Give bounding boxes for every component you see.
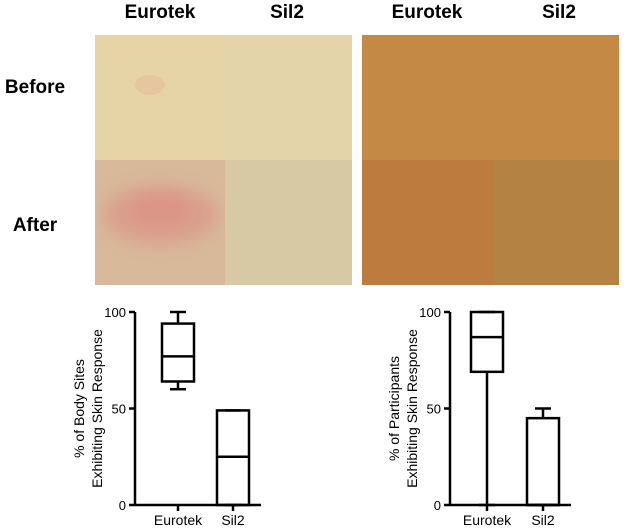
y-axis-title-line: Exhibiting Skin Response [89, 329, 105, 488]
column-header-eurotek-light: Eurotek [124, 2, 196, 23]
photo-light-after-sil2 [225, 160, 352, 285]
photo-dark-before-eurotek [362, 35, 494, 160]
photo-dark-after-eurotek [362, 160, 494, 285]
column-header-sil2-dark: Sil2 [542, 2, 576, 23]
photo-light-before-sil2 [225, 35, 352, 160]
y-tick-label: 100 [104, 305, 126, 320]
photo-dark-after-sil2 [494, 160, 619, 285]
box-iqr [160, 322, 196, 383]
faint-redness-spot [135, 75, 165, 95]
y-tick-label: 50 [427, 402, 441, 417]
photo-light-before-eurotek [95, 35, 225, 160]
x-category-label: Eurotek [463, 512, 512, 528]
redness-patch-core [130, 195, 190, 225]
box-iqr [215, 409, 251, 507]
column-header-eurotek-dark: Eurotek [391, 2, 463, 23]
x-category-label: Sil2 [221, 512, 245, 528]
photo-light-after-eurotek [95, 160, 225, 285]
y-tick-label: 0 [434, 498, 441, 513]
y-tick-label: 50 [112, 402, 126, 417]
y-tick-label: 0 [119, 498, 126, 513]
y-axis-title-line: % of Participants [386, 356, 402, 461]
y-axis-title-line: Exhibiting Skin Response [404, 329, 420, 488]
photo-dark-before-sil2 [494, 35, 619, 160]
x-category-label: Eurotek [154, 512, 203, 528]
row-header-before: Before [4, 77, 66, 98]
x-category-label: Sil2 [531, 512, 555, 528]
row-header-after: After [12, 215, 58, 236]
y-tick-label: 100 [419, 305, 441, 320]
box-iqr [525, 416, 561, 507]
column-header-sil2-light: Sil2 [270, 2, 304, 23]
box-iqr [469, 310, 505, 374]
y-axis-title-line: % of Body Sites [71, 359, 87, 458]
